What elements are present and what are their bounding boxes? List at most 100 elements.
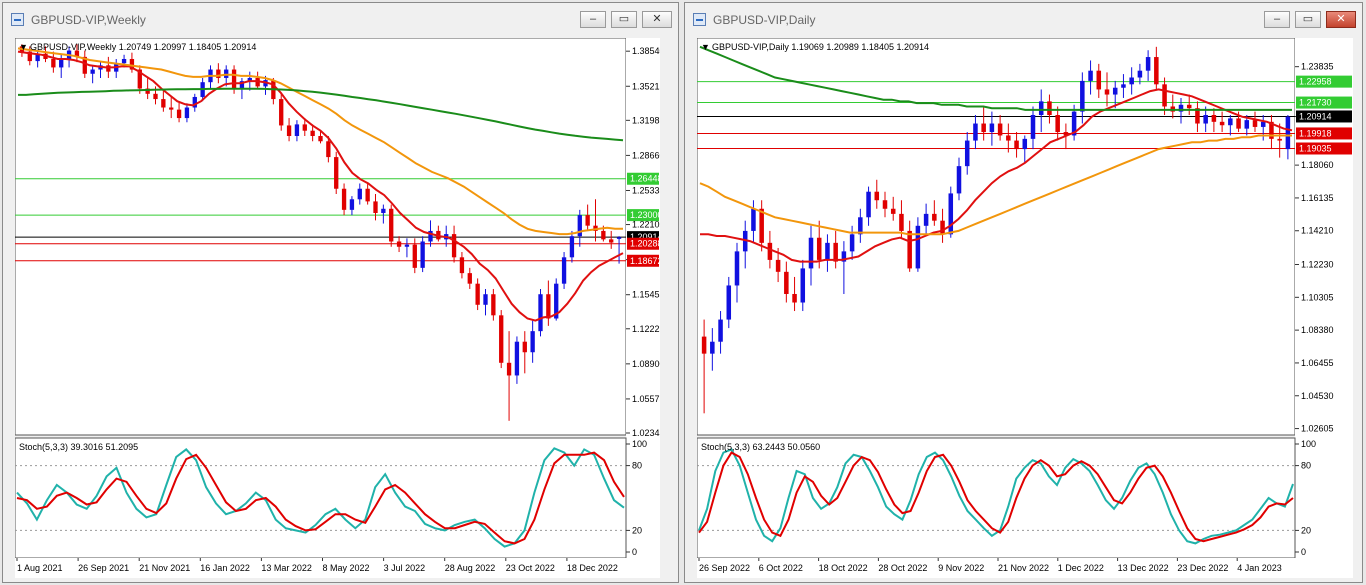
stochastic-tick-label: 0 — [1301, 547, 1306, 557]
stochastic-tick-label: 0 — [632, 547, 637, 557]
candle-body — [1055, 115, 1060, 133]
candle-body — [734, 251, 740, 286]
candle-body — [1129, 77, 1134, 85]
candle-body — [420, 241, 425, 268]
candle-body — [499, 315, 504, 363]
candle-body — [940, 220, 945, 235]
candle-body — [1269, 121, 1274, 139]
candle-body — [1063, 132, 1069, 136]
price-tick-label: 1.31985 — [632, 115, 660, 125]
candle-body — [475, 283, 480, 305]
stochastic-tick-label: 80 — [632, 461, 642, 471]
date-axis — [697, 558, 1353, 578]
candle-body — [459, 257, 465, 274]
candle-body — [35, 53, 40, 62]
date-tick-label: 1 Dec 2022 — [1058, 563, 1104, 573]
candle-body — [381, 208, 386, 214]
level-price-label: 1.20914 — [1299, 111, 1332, 121]
minimize-button[interactable]: ‒ — [580, 11, 606, 28]
candle-body — [1244, 120, 1250, 129]
candle-body — [923, 213, 929, 226]
candle-body — [1277, 138, 1282, 141]
price-tick-label: 1.10305 — [1301, 292, 1334, 302]
candle-body — [286, 125, 292, 136]
candle-body — [751, 208, 756, 231]
title-bar[interactable]: GBPUSD-VIP,Weekly ‒ ▭ ✕ — [3, 3, 678, 35]
price-tick-label: 1.23835 — [1301, 62, 1334, 72]
stochastic-tick-label: 20 — [632, 525, 642, 535]
price-tick-label: 1.16135 — [1301, 193, 1334, 203]
date-tick-label: 18 Dec 2022 — [567, 563, 618, 573]
weekly-chart-window[interactable]: GBPUSD-VIP,Weekly ‒ ▭ ✕ 1.385401.352151.… — [2, 2, 679, 583]
level-price-label: 1.18672 — [630, 256, 660, 266]
moving-average-line — [17, 47, 623, 236]
close-button[interactable]: ✕ — [642, 11, 672, 28]
candle-body — [1137, 70, 1143, 78]
candle-body — [1203, 115, 1208, 124]
level-price-label: 1.22958 — [1299, 77, 1332, 87]
level-price-label: 1.21730 — [1299, 98, 1332, 108]
price-tick-label: 1.08380 — [1301, 325, 1334, 335]
candle-body — [326, 141, 331, 158]
price-tick-label: 1.22105 — [632, 220, 660, 230]
candle-body — [1038, 101, 1044, 116]
candle-body — [981, 123, 986, 133]
candle-body — [334, 157, 339, 189]
candle-body — [310, 130, 315, 136]
candle-body — [1252, 120, 1258, 127]
candle-body — [1162, 84, 1167, 107]
candle-body — [1014, 140, 1019, 150]
daily-chart-window[interactable]: GBPUSD-VIP,Daily ‒ ▭ ✕ 1.238351.209101.1… — [684, 2, 1363, 583]
date-tick-label: 26 Sep 2022 — [699, 563, 750, 573]
candle-body — [932, 213, 937, 221]
candle-body — [514, 341, 520, 376]
stochastic-tick-label: 20 — [1301, 525, 1311, 535]
daily-chart-area[interactable]: 1.238351.209101.180601.161351.142101.122… — [697, 38, 1353, 585]
price-tick-label: 1.15455 — [632, 290, 660, 300]
window-title: GBPUSD-VIP,Weekly — [31, 13, 146, 27]
candle-body — [106, 65, 111, 72]
candle-body — [483, 294, 488, 305]
candle-body — [27, 51, 32, 62]
restore-button[interactable]: ▭ — [611, 11, 637, 28]
weekly-chart-area[interactable]: 1.38540 1.35215 1.31985 1.28660 1.25335 1.221… — [15, 38, 660, 585]
candle-body — [554, 283, 559, 319]
candle-body — [1006, 135, 1011, 141]
candle-body — [365, 188, 370, 202]
candle-body — [169, 107, 174, 110]
candle-body — [759, 208, 764, 243]
candle-body — [1260, 121, 1266, 127]
candle-body — [1195, 108, 1200, 124]
price-tick-label: 1.02345 — [632, 428, 660, 438]
price-tick-label: 1.12225 — [632, 324, 660, 334]
price-tick-label: 1.06455 — [1301, 358, 1334, 368]
candle-body — [451, 234, 457, 258]
date-tick-label: 28 Aug 2022 — [445, 563, 496, 573]
price-tick-label: 1.25335 — [632, 185, 660, 195]
candle-body — [546, 294, 551, 319]
candle-body — [341, 188, 347, 210]
candle-body — [121, 58, 127, 64]
price-tick-label: 1.18060 — [1301, 160, 1334, 170]
restore-button[interactable]: ▭ — [1295, 11, 1321, 28]
candle-body — [145, 88, 150, 94]
price-tick-label: 1.05575 — [632, 394, 660, 404]
candle-body — [1047, 101, 1052, 116]
candle-body — [792, 293, 797, 303]
candle-body — [616, 237, 622, 239]
candle-body — [1236, 118, 1241, 129]
candle-body — [231, 69, 237, 89]
price-tick-label: 1.12230 — [1301, 259, 1334, 269]
close-button[interactable]: ✕ — [1326, 11, 1356, 28]
stochastic-signal-line — [698, 451, 1294, 543]
candle-body — [506, 362, 512, 376]
minimize-button[interactable]: ‒ — [1264, 11, 1290, 28]
candle-body — [302, 124, 307, 131]
candle-body — [59, 58, 64, 68]
date-tick-label: 26 Sep 2021 — [78, 563, 129, 573]
date-tick-label: 23 Dec 2022 — [1177, 563, 1228, 573]
candle-body — [1219, 121, 1225, 126]
title-bar[interactable]: GBPUSD-VIP,Daily ‒ ▭ ✕ — [685, 3, 1362, 35]
candle-body — [849, 234, 855, 252]
price-tick-label: 1.38540 — [632, 46, 660, 56]
